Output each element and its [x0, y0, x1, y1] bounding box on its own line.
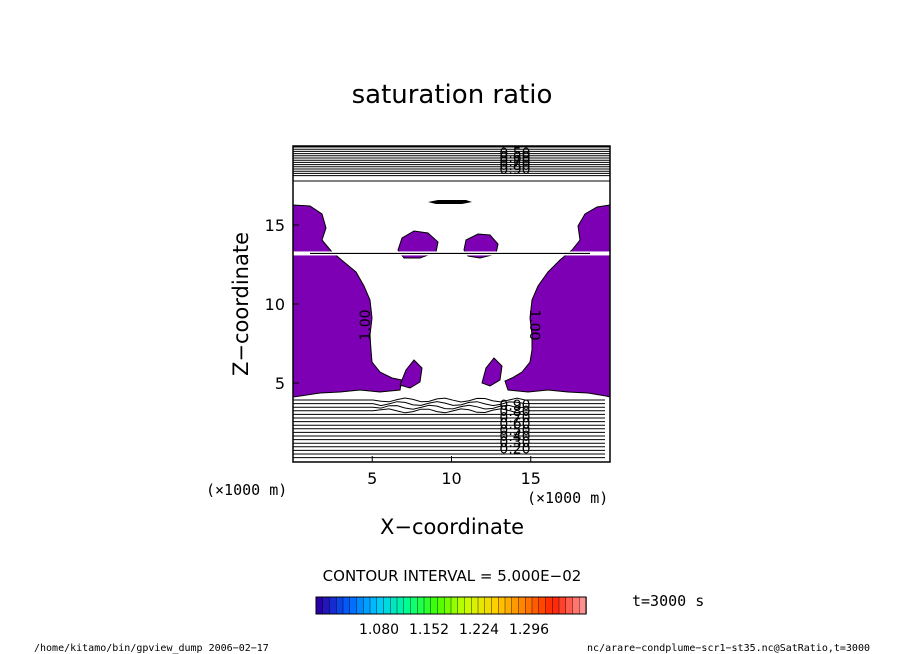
- fill-region-4: [399, 359, 423, 389]
- colorbar-seg-20: [450, 596, 459, 615]
- plot-area: 0.500.600.700.800.900.900.800.700.600.50…: [265, 145, 611, 488]
- colorbar-seg-33: [538, 596, 547, 615]
- cloud-top-mark: [428, 200, 472, 204]
- colorbar-frame: [315, 596, 587, 615]
- chart-title: saturation ratio: [352, 80, 553, 110]
- supersaturation-fill-regions: [292, 200, 611, 398]
- contour-label-top-2: 0.70: [499, 154, 530, 170]
- contour-label-top-4: 0.90: [499, 162, 530, 178]
- contour-interval-text: CONTOUR INTERVAL = 5.000E−02: [323, 567, 582, 585]
- contour-lines: [293, 146, 610, 459]
- contour-label-side-1: 1.00: [526, 309, 542, 340]
- y-axis-label: Z−coordinate: [229, 232, 253, 376]
- colorbar-seg-26: [491, 596, 499, 615]
- colorbar-seg-35: [552, 596, 560, 615]
- y-tick-label-1: 10: [265, 295, 285, 314]
- colorbar-seg-8: [369, 596, 378, 615]
- colorbar-seg-24: [477, 596, 486, 615]
- contour-label-top-3: 0.80: [499, 158, 530, 174]
- colorbar-seg-29: [511, 596, 520, 615]
- x-axis-label: X−coordinate: [380, 515, 524, 539]
- colorbar-seg-11: [390, 596, 398, 615]
- contour-label-bottom-5: 0.40: [499, 429, 530, 445]
- bottom-contour-2: [293, 404, 605, 410]
- colorbar: [315, 596, 587, 615]
- colorbar-seg-12: [396, 596, 405, 615]
- colorbar-seg-28: [504, 596, 513, 615]
- contour-label-side-0: 1.00: [358, 309, 374, 340]
- contour-label-top-0: 0.50: [499, 146, 530, 162]
- y-unit-label: (×1000 m): [206, 481, 287, 499]
- fill-region-2: [397, 230, 439, 259]
- colorbar-seg-30: [518, 596, 526, 615]
- y-tick-label-0: 5: [275, 374, 285, 393]
- contour-label-bottom-0: 0.90: [499, 398, 530, 414]
- contour-label-bottom-6: 0.30: [499, 435, 530, 451]
- colorbar-seg-22: [464, 596, 472, 615]
- axis-ticks: 5 10 15 5 10 15: [265, 216, 541, 488]
- x-tick-label-0: 5: [367, 469, 377, 488]
- colorbar-seg-32: [531, 596, 540, 615]
- footer-right: nc/arare−condplume−scr1−st35.nc@SatRatio…: [587, 643, 870, 654]
- contour-label-bottom-4: 0.50: [499, 423, 530, 439]
- fill-region-5: [481, 357, 503, 387]
- colorbar-seg-23: [471, 596, 479, 615]
- colorbar-seg-4: [342, 596, 351, 615]
- colorbar-seg-0: [315, 596, 324, 615]
- colorbar-seg-15: [417, 596, 425, 615]
- contour-label-bottom-3: 0.60: [499, 417, 530, 433]
- time-label: t=3000 s: [632, 592, 704, 610]
- colorbar-seg-34: [545, 596, 553, 615]
- y-tick-label-2: 15: [265, 216, 285, 235]
- x-tick-label-2: 15: [521, 469, 541, 488]
- footer-left: /home/kitamo/bin/gpview_dump 2006−02−17: [34, 643, 269, 654]
- colorbar-seg-21: [457, 596, 466, 615]
- colorbar-seg-36: [558, 596, 567, 615]
- contour-label-bottom-1: 0.80: [499, 404, 530, 420]
- colorbar-seg-14: [410, 596, 418, 615]
- colorbar-seg-19: [444, 596, 452, 615]
- x-tick-label-1: 10: [441, 469, 461, 488]
- colorbar-seg-18: [437, 596, 445, 615]
- colorbar-tick-label-0: 1.080: [359, 622, 399, 638]
- colorbar-seg-17: [430, 596, 439, 615]
- colorbar-seg-2: [329, 596, 337, 615]
- bottom-contour-3: [293, 408, 605, 414]
- colorbar-seg-27: [498, 596, 506, 615]
- colorbar-seg-16: [423, 596, 432, 615]
- bottom-contour-0: [293, 397, 605, 403]
- colorbar-tick-label-1: 1.152: [409, 622, 449, 638]
- colorbar-tick-label-2: 1.224: [459, 622, 499, 638]
- colorbar-seg-10: [383, 596, 391, 615]
- colorbar-seg-38: [572, 596, 580, 615]
- contour-label-top-1: 0.60: [499, 150, 530, 166]
- contour-label-bottom-7: 0.20: [499, 441, 530, 457]
- colorbar-seg-9: [376, 596, 385, 615]
- colorbar-seg-37: [565, 596, 574, 615]
- colorbar-ticks: 1.080 1.152 1.224 1.296: [359, 622, 549, 638]
- colorbar-seg-1: [322, 596, 331, 615]
- contour-labels: 0.500.600.700.800.900.900.800.700.600.50…: [358, 146, 542, 457]
- contour-label-bottom-2: 0.70: [499, 410, 530, 426]
- x-unit-label: (×1000 m): [527, 489, 608, 507]
- colorbar-tick-label-3: 1.296: [509, 622, 549, 638]
- colorbar-seg-39: [579, 596, 587, 615]
- colorbar-seg-25: [484, 596, 493, 615]
- bottom-contour-1: [293, 401, 605, 407]
- colorbar-seg-13: [403, 596, 412, 615]
- colorbar-seg-5: [349, 596, 358, 615]
- colorbar-seg-6: [356, 596, 364, 615]
- colorbar-seg-31: [525, 596, 533, 615]
- colorbar-seg-3: [336, 596, 344, 615]
- colorbar-seg-7: [363, 596, 371, 615]
